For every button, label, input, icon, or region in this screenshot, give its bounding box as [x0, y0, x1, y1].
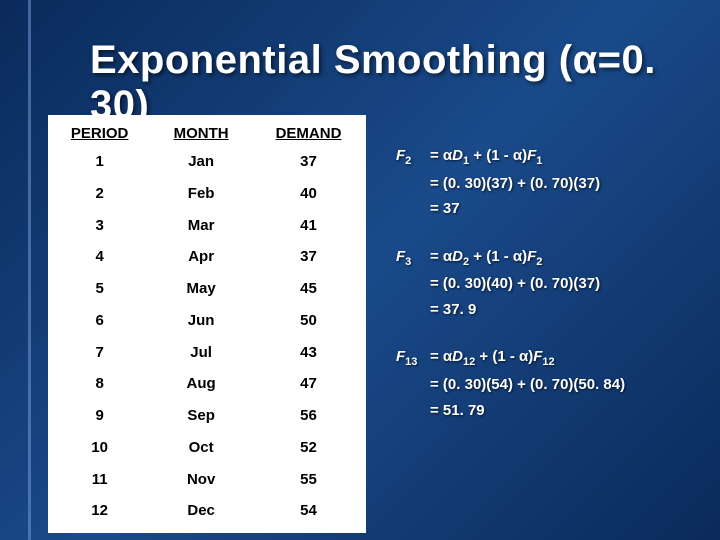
cell-period: 4 — [48, 241, 151, 273]
cell-period: 2 — [48, 178, 151, 210]
formula-line-2: = (0. 30)(40) + (0. 70)(37) — [396, 271, 700, 297]
cell-demand: 50 — [251, 305, 366, 337]
formula-block: F2= αD1 + (1 - α)F1= (0. 30)(37) + (0. 7… — [396, 143, 700, 222]
table-row: 1Jan37 — [48, 146, 366, 178]
table-row: 9Sep56 — [48, 400, 366, 432]
cell-demand: 37 — [251, 241, 366, 273]
cell-period: 9 — [48, 400, 151, 432]
formula-line-3: = 37. 9 — [396, 297, 700, 323]
header-demand: DEMAND — [251, 121, 366, 146]
cell-demand: 47 — [251, 368, 366, 400]
cell-month: Aug — [151, 368, 251, 400]
formula-line-2: = (0. 30)(37) + (0. 70)(37) — [396, 171, 700, 197]
cell-month: Nov — [151, 464, 251, 496]
table-row: 8Aug47 — [48, 368, 366, 400]
cell-month: Mar — [151, 210, 251, 242]
formula-line-1: F13= αD12 + (1 - α)F12 — [396, 344, 700, 372]
table-row: 10Oct52 — [48, 432, 366, 464]
cell-period: 5 — [48, 273, 151, 305]
cell-period: 6 — [48, 305, 151, 337]
table-row: 5May45 — [48, 273, 366, 305]
header-month: MONTH — [151, 121, 251, 146]
formula-line-1: F2= αD1 + (1 - α)F1 — [396, 143, 700, 171]
cell-demand: 40 — [251, 178, 366, 210]
table-row: 11Nov55 — [48, 464, 366, 496]
cell-period: 10 — [48, 432, 151, 464]
table-row: 7Jul43 — [48, 337, 366, 369]
table-row: 12Dec54 — [48, 495, 366, 527]
demand-table: PERIOD MONTH DEMAND 1Jan372Feb403Mar414A… — [48, 121, 366, 527]
cell-month: Apr — [151, 241, 251, 273]
cell-month: Jul — [151, 337, 251, 369]
header-period: PERIOD — [48, 121, 151, 146]
table-row: 2Feb40 — [48, 178, 366, 210]
cell-month: Jan — [151, 146, 251, 178]
cell-demand: 55 — [251, 464, 366, 496]
cell-period: 1 — [48, 146, 151, 178]
cell-month: May — [151, 273, 251, 305]
formula-block: F3= αD2 + (1 - α)F2= (0. 30)(40) + (0. 7… — [396, 244, 700, 323]
cell-period: 12 — [48, 495, 151, 527]
cell-month: Sep — [151, 400, 251, 432]
data-table-container: PERIOD MONTH DEMAND 1Jan372Feb403Mar414A… — [48, 115, 366, 533]
cell-month: Dec — [151, 495, 251, 527]
formula-line-3: = 37 — [396, 196, 700, 222]
cell-demand: 54 — [251, 495, 366, 527]
cell-period: 8 — [48, 368, 151, 400]
cell-month: Feb — [151, 178, 251, 210]
cell-period: 7 — [48, 337, 151, 369]
formula-line-1: F3= αD2 + (1 - α)F2 — [396, 244, 700, 272]
cell-period: 3 — [48, 210, 151, 242]
cell-demand: 56 — [251, 400, 366, 432]
content-area: PERIOD MONTH DEMAND 1Jan372Feb403Mar414A… — [48, 115, 700, 533]
cell-demand: 52 — [251, 432, 366, 464]
formulas-panel: F2= αD1 + (1 - α)F1= (0. 30)(37) + (0. 7… — [396, 115, 700, 533]
table-row: 4Apr37 — [48, 241, 366, 273]
cell-demand: 37 — [251, 146, 366, 178]
cell-demand: 45 — [251, 273, 366, 305]
cell-demand: 43 — [251, 337, 366, 369]
formula-line-3: = 51. 79 — [396, 398, 700, 424]
formula-block: F13= αD12 + (1 - α)F12= (0. 30)(54) + (0… — [396, 344, 700, 423]
decorative-vertical-line — [28, 0, 31, 540]
cell-month: Jun — [151, 305, 251, 337]
formula-line-2: = (0. 30)(54) + (0. 70)(50. 84) — [396, 372, 700, 398]
cell-month: Oct — [151, 432, 251, 464]
cell-period: 11 — [48, 464, 151, 496]
table-row: 3Mar41 — [48, 210, 366, 242]
table-row: 6Jun50 — [48, 305, 366, 337]
cell-demand: 41 — [251, 210, 366, 242]
